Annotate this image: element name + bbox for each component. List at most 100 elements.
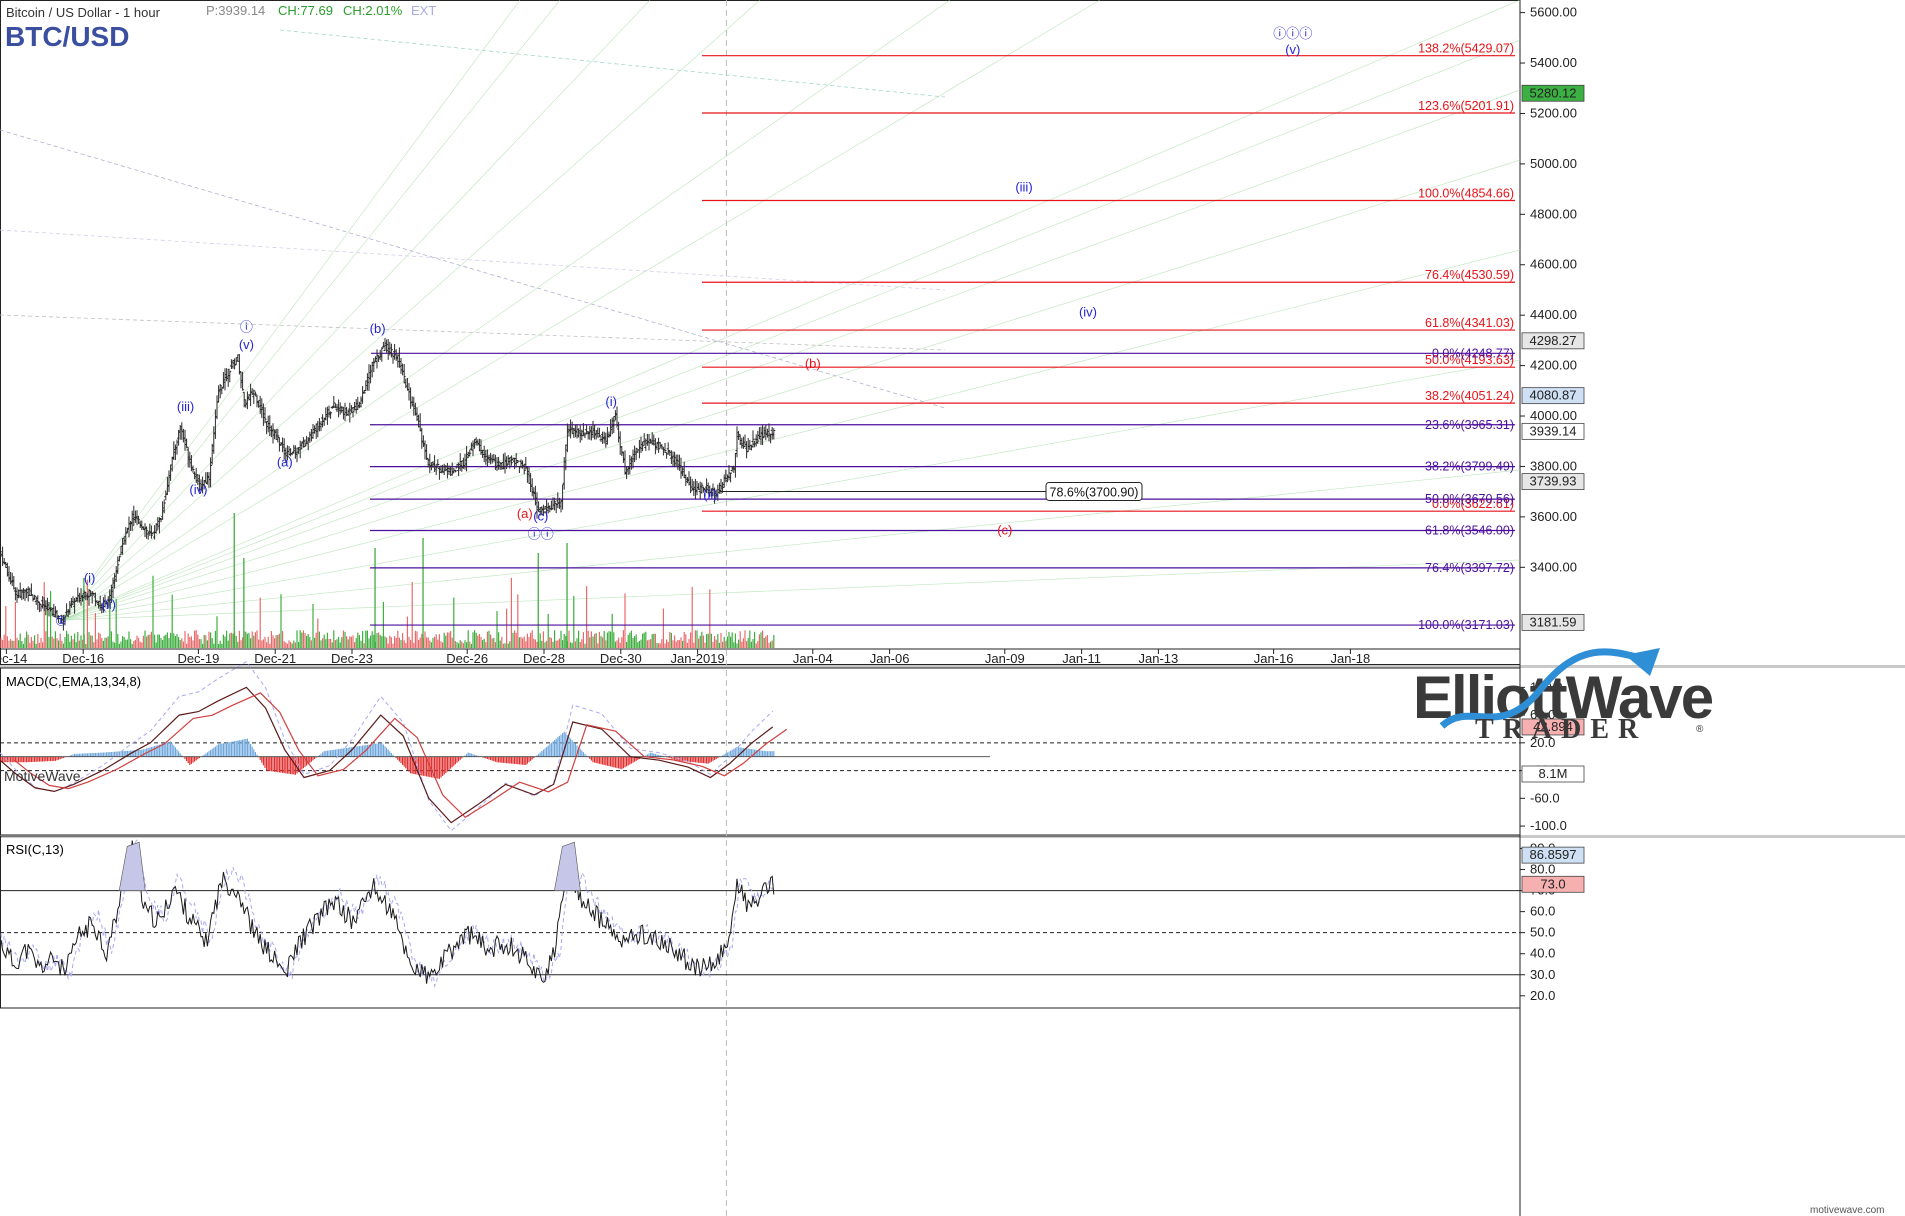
macd-histogram-bar: [622, 756, 624, 769]
volume-bar: [616, 640, 618, 648]
volume-bar: [562, 640, 564, 648]
fib-label-red: 76.4%(4530.59): [1425, 268, 1514, 282]
volume-bar: [130, 639, 132, 648]
fib-label-purple: 61.8%(3546.00): [1425, 524, 1514, 538]
macd-histogram-bar: [138, 749, 140, 757]
macd-histogram-bar: [91, 753, 93, 757]
y-tick-label: 4400.00: [1530, 307, 1577, 322]
macd-histogram-bar: [54, 756, 56, 761]
macd-histogram-bar: [613, 756, 615, 768]
macd-histogram-bar: [477, 755, 479, 757]
macd-histogram-bar: [333, 749, 335, 757]
macd-histogram-bar: [499, 756, 501, 763]
macd-histogram-bar: [253, 749, 255, 757]
volume-bar: [115, 599, 117, 648]
volume-bar: [93, 642, 95, 648]
macd-histogram-bar: [227, 742, 229, 757]
macd-histogram-bar: [245, 738, 247, 757]
macd-histogram-bar: [738, 747, 740, 757]
macd-histogram-bar: [318, 755, 320, 757]
macd-histogram-bar: [621, 756, 623, 770]
fib-label-red: 100.0%(4854.66): [1418, 187, 1514, 201]
macd-histogram-bar: [467, 752, 469, 757]
macd-histogram-bar: [570, 738, 572, 757]
volume-bar: [357, 632, 359, 648]
volume-bar: [712, 641, 714, 648]
macd-histogram-bar: [128, 750, 130, 757]
macd-histogram-bar: [347, 747, 349, 757]
volume-bar: [211, 638, 213, 648]
macd-histogram-bar: [501, 756, 503, 763]
volume-bar: [373, 634, 375, 648]
volume-bar: [104, 637, 106, 648]
volume-bar: [418, 639, 420, 648]
volume-bar: [438, 634, 440, 648]
macd-histogram-bar: [181, 755, 183, 757]
macd-histogram-bar: [554, 740, 556, 757]
macd-histogram-bar: [586, 755, 588, 757]
macd-histogram-bar: [549, 744, 551, 757]
volume-bar: [402, 633, 404, 648]
volume-bar: [750, 641, 752, 648]
volume-bar: [333, 630, 335, 648]
macd-histogram-bar: [474, 754, 476, 757]
volume-bar: [707, 633, 709, 648]
macd-histogram-bar: [390, 753, 392, 757]
macd-histogram-bar: [648, 753, 650, 757]
macd-histogram-bar: [536, 755, 538, 757]
macd-histogram-bar: [739, 747, 741, 757]
macd-histogram-bar: [547, 745, 549, 757]
macd-histogram-bar: [187, 756, 189, 764]
macd-histogram-bar: [446, 756, 448, 772]
macd-histogram-bar: [520, 756, 522, 765]
volume-bar: [416, 631, 418, 648]
macd-histogram-bar: [296, 756, 298, 774]
volume-bar: [506, 608, 508, 648]
volume-bar: [547, 613, 549, 648]
volume-bar: [621, 637, 623, 648]
volume-bar: [102, 640, 104, 648]
volume-bar: [78, 640, 80, 648]
macd-histogram-bar: [528, 756, 530, 763]
macd-histogram-bar: [269, 756, 271, 772]
x-tick-label: Jan-06: [870, 651, 910, 666]
volume-bar: [518, 637, 520, 648]
volume-bar: [66, 630, 68, 648]
volume-bar: [368, 638, 370, 648]
macd-histogram-bar: [669, 756, 671, 759]
volume-bar: [584, 643, 586, 648]
macd-histogram-bar: [261, 756, 263, 763]
volume-bar: [507, 643, 509, 648]
macd-histogram-bar: [110, 751, 112, 757]
macd-histogram-bar: [498, 756, 500, 763]
macd-histogram-bar: [114, 751, 116, 757]
macd-histogram-bar: [576, 745, 578, 757]
macd-histogram-bar: [163, 743, 165, 757]
macd-histogram-bar: [400, 756, 402, 764]
volume-bar: [605, 640, 607, 648]
volume-bar: [261, 640, 263, 648]
macd-histogram-bar: [603, 756, 605, 765]
volume-bar: [664, 643, 666, 648]
macd-histogram-bar: [770, 751, 772, 757]
volume-bar: [346, 636, 348, 648]
volume-bar: [67, 633, 69, 648]
change-pct: CH:2.01%: [343, 3, 403, 18]
macd-histogram-bar: [410, 756, 412, 774]
volume-bar: [206, 640, 208, 648]
volume-bar: [122, 636, 124, 648]
volume-bar: [592, 636, 594, 648]
volume-bar: [637, 642, 639, 648]
macd-histogram-bar: [573, 741, 575, 757]
volume-bar: [179, 639, 181, 648]
macd-histogram-bar: [218, 744, 220, 757]
volume-bar: [669, 631, 671, 648]
macd-histogram-bar: [106, 752, 108, 757]
macd-histogram-bar: [3, 756, 5, 763]
macd-histogram-bar: [256, 754, 258, 757]
volume-bar: [262, 639, 264, 648]
volume-bar: [213, 643, 215, 648]
macd-histogram-bar: [8, 756, 10, 763]
macd-histogram-bar: [282, 756, 284, 773]
wave-label: ①: [55, 613, 67, 628]
